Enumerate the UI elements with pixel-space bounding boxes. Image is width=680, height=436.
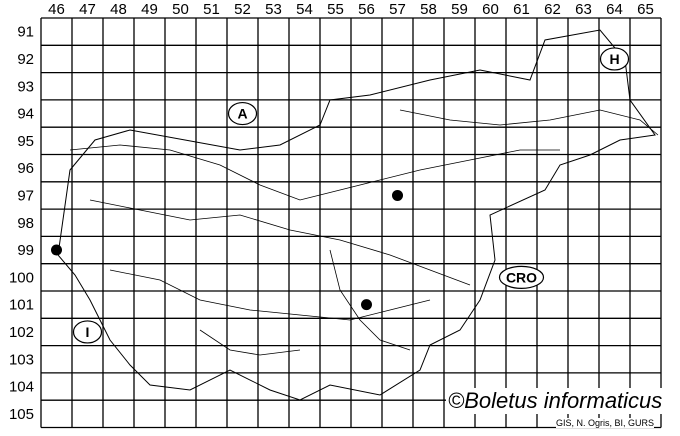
record-point [392, 189, 403, 201]
row-label: 95 [17, 133, 34, 150]
river [199, 329, 301, 356]
country-label-oval [599, 47, 630, 71]
row-label: 94 [17, 106, 34, 123]
country-label: CRO [506, 269, 537, 285]
column-label: 46 [48, 1, 65, 18]
column-label: 52 [234, 1, 251, 18]
row-label: 91 [17, 24, 34, 41]
river [329, 249, 411, 351]
row-label: 98 [17, 215, 34, 232]
row-label: 97 [17, 187, 34, 204]
row-label: 105 [9, 406, 34, 423]
river [399, 109, 659, 136]
column-label: 60 [482, 1, 499, 18]
river [89, 199, 471, 286]
column-label: 49 [141, 1, 158, 18]
country-label: I [86, 324, 90, 340]
grid [40, 17, 662, 429]
row-label: 96 [17, 160, 34, 177]
column-label: 51 [203, 1, 220, 18]
column-label: 63 [575, 1, 592, 18]
row-label: 93 [17, 78, 34, 95]
column-label: 65 [637, 1, 654, 18]
record-point [51, 244, 62, 256]
column-label: 64 [606, 1, 623, 18]
river [69, 144, 560, 201]
column-label: 48 [110, 1, 127, 18]
record-point [361, 299, 372, 311]
column-label: 58 [420, 1, 437, 18]
row-label: 101 [9, 297, 34, 314]
copyright-credit: ©Boletus informaticus [446, 388, 665, 414]
country-label-oval [498, 265, 545, 289]
data-source: GIS, N. Ogris, BI, GURS [556, 418, 655, 428]
country-labels: A H CRO I [72, 47, 630, 344]
column-label: 54 [296, 1, 313, 18]
column-label: 47 [79, 1, 96, 18]
column-label: 57 [389, 1, 406, 18]
country-border [57, 29, 656, 401]
row-label: 92 [17, 51, 34, 68]
record-points [51, 189, 403, 311]
column-label: 50 [172, 1, 189, 18]
row-label: 103 [9, 351, 34, 368]
column-label: 62 [544, 1, 561, 18]
row-label: 102 [9, 324, 34, 341]
river [109, 269, 431, 321]
column-label: 55 [327, 1, 344, 18]
rivers [69, 109, 659, 356]
country-label: H [609, 51, 619, 67]
country-label-oval [72, 320, 103, 344]
row-label: 99 [17, 242, 34, 259]
column-label: 56 [358, 1, 375, 18]
row-label: 100 [9, 269, 34, 286]
column-label: 59 [451, 1, 468, 18]
country-label: A [237, 106, 247, 122]
country-label-oval [227, 101, 258, 126]
row-label: 104 [9, 379, 34, 396]
column-label: 53 [265, 1, 282, 18]
column-label: 61 [513, 1, 530, 18]
